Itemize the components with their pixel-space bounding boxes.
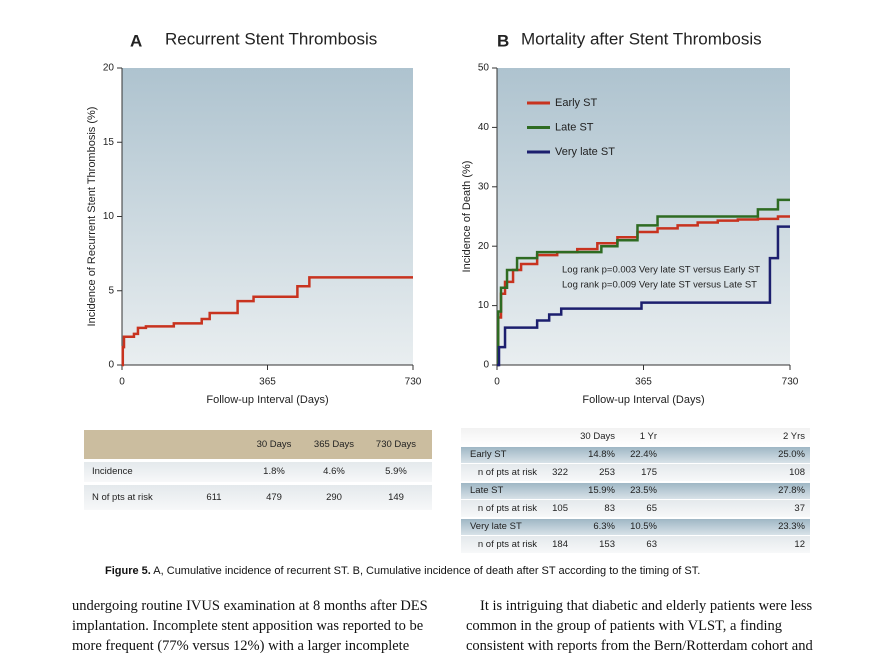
text-line: common in the group of patients with VLS… (466, 618, 783, 634)
column-header: 30 Days (580, 431, 615, 442)
y-axis-label: Incidence of Recurrent Stent Thrombosis … (86, 107, 98, 327)
x-tick-label: 730 (782, 377, 799, 388)
text-line: undergoing routine IVUS examination at 8… (72, 598, 428, 614)
table-cell: 5.9% (385, 466, 407, 477)
table-row (461, 483, 810, 499)
y-tick-label: 50 (478, 63, 490, 74)
text-line: more frequent (77% versus 12%) with a la… (72, 638, 410, 654)
y-tick-label: 10 (478, 300, 490, 311)
table-cell: 184 (552, 538, 568, 550)
table-cell: 611 (206, 491, 222, 503)
y-tick-label: 15 (103, 137, 115, 148)
survival-line (121, 276, 413, 367)
panel-label: A (130, 31, 142, 50)
table-cell: 65 (646, 502, 657, 514)
table-cell: 23.5% (630, 485, 657, 496)
table-row (461, 519, 810, 535)
caption-label: Figure 5. (105, 565, 151, 577)
caption-text: A, Cumulative incidence of recurrent ST.… (153, 565, 701, 577)
annotation: Log rank p=0.009 Very late ST versus Lat… (562, 280, 757, 291)
table-header-row (461, 428, 810, 446)
row-label: n of pts at risk (477, 502, 537, 514)
chart-title: Mortality after Stent Thrombosis (521, 29, 762, 48)
table-cell: 14.8% (588, 449, 615, 460)
y-tick-label: 5 (108, 285, 114, 296)
table-cell: 83 (604, 502, 615, 514)
table-cell: 27.8% (778, 485, 805, 496)
table-cell: 25.0% (778, 449, 805, 460)
table-cell: 4.6% (323, 466, 345, 477)
row-label: n of pts at risk (477, 538, 537, 550)
y-tick-label: 10 (103, 211, 115, 222)
x-tick-label: 365 (635, 377, 652, 388)
table-cell: 63 (646, 538, 657, 550)
legend-label: Very late ST (555, 146, 615, 158)
table-row (461, 500, 810, 517)
x-tick-label: 730 (405, 377, 422, 388)
table-cell: 290 (326, 491, 342, 503)
legend-label: Early ST (555, 97, 597, 109)
row-label: Very late ST (470, 521, 522, 532)
table-row (84, 462, 432, 482)
plot-area (122, 68, 413, 365)
table-row (461, 464, 810, 481)
text-line: It is intriguing that diabetic and elder… (480, 598, 813, 614)
caption: Figure 5. A, Cumulative incidence of rec… (105, 565, 700, 577)
table-cell: 322 (552, 466, 568, 478)
table-cell: 479 (266, 491, 282, 503)
annotation: Log rank p=0.003 Very late ST versus Ear… (562, 265, 760, 276)
table-cell: 6.3% (593, 521, 615, 532)
row-label: Incidence (92, 466, 133, 477)
row-label: Late ST (470, 485, 504, 496)
row-label: n of pts at risk (477, 466, 537, 478)
table-header-row (84, 430, 432, 459)
column-header: 2 Yrs (782, 431, 805, 442)
column-header: 30 Days (256, 438, 292, 450)
chart-title: Recurrent Stent Thrombosis (165, 29, 377, 48)
table-row (461, 536, 810, 553)
column-header: 365 Days (313, 438, 355, 450)
survival-line (497, 225, 790, 367)
x-tick-label: 0 (494, 377, 500, 388)
x-tick-label: 0 (119, 377, 125, 388)
column-header: 1 Yr (639, 431, 657, 442)
text-line: consistent with reports from the Bern/Ro… (466, 638, 813, 654)
y-tick-label: 0 (108, 360, 114, 371)
table-cell: 12 (794, 538, 805, 550)
text-line: implantation. Incomplete stent appositio… (72, 618, 424, 634)
table-cell: 37 (794, 502, 805, 514)
table-cell: 1.8% (263, 466, 285, 477)
table-cell: 15.9% (588, 485, 615, 496)
y-axis-label: Incidence of Death (%) (461, 161, 473, 273)
table-cell: 149 (388, 491, 404, 503)
table-cell: 253 (599, 466, 615, 478)
figure: A Recurrent Stent Thrombosis Follow-up Int… (86, 29, 799, 406)
table-row (461, 447, 810, 463)
y-tick-label: 20 (103, 63, 115, 74)
table-cell: 22.4% (630, 449, 657, 460)
y-tick-label: 20 (478, 241, 490, 252)
x-axis-label: Follow-up Interval (Days) (582, 394, 704, 406)
table-cell: 108 (789, 466, 805, 478)
legend-label: Late ST (555, 121, 594, 133)
column-header: 730 Days (375, 438, 417, 450)
survival-line (496, 198, 790, 367)
table-cell: 23.3% (778, 521, 805, 532)
table-cell: 153 (599, 538, 615, 550)
x-tick-label: 365 (259, 377, 276, 388)
y-tick-label: 30 (478, 181, 490, 192)
row-label: Early ST (470, 449, 507, 460)
y-tick-label: 40 (478, 122, 490, 133)
panel-label: B (497, 31, 509, 50)
y-tick-label: 0 (483, 360, 489, 371)
table-cell: 175 (641, 466, 657, 478)
table-cell: 10.5% (630, 521, 657, 532)
table-row (84, 485, 432, 510)
row-label: N of pts at risk (92, 491, 153, 503)
x-axis-label: Follow-up Interval (Days) (206, 394, 328, 406)
table-cell: 105 (552, 502, 568, 514)
